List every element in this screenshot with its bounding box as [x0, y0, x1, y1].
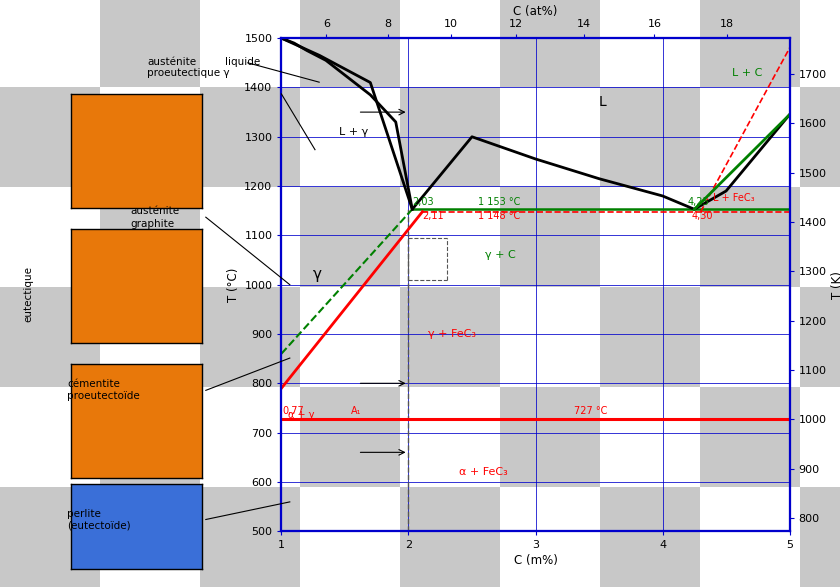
Bar	[200, 487, 300, 587]
Bar	[100, 87, 200, 187]
Bar	[800, 387, 840, 487]
Bar	[300, 87, 400, 187]
Bar	[400, 0, 500, 87]
Bar	[300, 0, 400, 87]
Bar	[600, 0, 700, 87]
Bar	[200, 187, 300, 287]
X-axis label: C (at%): C (at%)	[513, 5, 558, 18]
Text: 727 °C: 727 °C	[574, 406, 607, 416]
Text: 1 148 °C: 1 148 °C	[478, 211, 521, 221]
Text: γ: γ	[313, 267, 323, 282]
Bar	[400, 487, 500, 587]
Bar	[500, 287, 600, 387]
Text: perlite: perlite	[67, 508, 101, 519]
Y-axis label: T (°C): T (°C)	[227, 268, 240, 302]
Text: liquide: liquide	[225, 56, 260, 67]
Bar	[800, 487, 840, 587]
Bar	[0, 0, 100, 87]
Text: proeutectique γ: proeutectique γ	[147, 68, 229, 79]
Bar	[600, 387, 700, 487]
Bar	[200, 387, 300, 487]
Bar	[300, 287, 400, 387]
Text: L: L	[599, 95, 606, 109]
Bar	[300, 387, 400, 487]
Bar	[400, 287, 500, 387]
Text: 4,25: 4,25	[688, 197, 710, 207]
Bar	[800, 187, 840, 287]
Bar	[200, 0, 300, 87]
Text: L + FeC₃: L + FeC₃	[713, 193, 755, 204]
Text: α + γ: α + γ	[288, 410, 314, 420]
Text: L + γ: L + γ	[339, 127, 368, 137]
Bar	[700, 0, 800, 87]
Bar	[700, 87, 800, 187]
Bar	[0, 287, 100, 387]
Bar	[500, 187, 600, 287]
Text: γ + FeC₃: γ + FeC₃	[428, 329, 475, 339]
Bar	[700, 487, 800, 587]
Bar	[200, 87, 300, 187]
Bar	[700, 287, 800, 387]
Text: austénite: austénite	[147, 56, 196, 67]
Bar	[0, 487, 100, 587]
Text: 0,77: 0,77	[283, 406, 304, 416]
Text: eutectique: eutectique	[24, 265, 34, 322]
Text: L + C: L + C	[732, 68, 763, 77]
Bar	[700, 387, 800, 487]
Text: 1 153 °C: 1 153 °C	[478, 197, 521, 207]
Text: 2,03: 2,03	[412, 197, 434, 207]
Bar	[500, 487, 600, 587]
Bar	[100, 287, 200, 387]
Text: A₁: A₁	[351, 406, 362, 416]
Bar	[0, 87, 100, 187]
Bar	[400, 387, 500, 487]
Text: 4,30: 4,30	[692, 211, 713, 221]
Text: proeutectoïde: proeutectoïde	[67, 391, 140, 402]
Bar	[400, 187, 500, 287]
Bar	[800, 87, 840, 187]
Text: cémentite: cémentite	[67, 379, 120, 390]
Bar	[100, 487, 200, 587]
Bar	[500, 387, 600, 487]
Bar	[600, 187, 700, 287]
Bar	[500, 87, 600, 187]
X-axis label: C (m%): C (m%)	[513, 555, 558, 568]
Bar	[100, 187, 200, 287]
Bar	[700, 187, 800, 287]
Text: (eutectoïde): (eutectoïde)	[67, 520, 131, 531]
Bar	[300, 487, 400, 587]
Bar	[600, 487, 700, 587]
Bar	[100, 387, 200, 487]
Bar	[100, 0, 200, 87]
Text: graphite: graphite	[130, 219, 175, 230]
Bar	[0, 187, 100, 287]
Bar	[600, 287, 700, 387]
Bar	[200, 287, 300, 387]
Bar	[400, 87, 500, 187]
Text: α + FeC₃: α + FeC₃	[459, 467, 508, 477]
Text: γ + C: γ + C	[485, 250, 516, 260]
Bar	[0, 387, 100, 487]
Y-axis label: T (K): T (K)	[831, 271, 840, 299]
Bar	[800, 287, 840, 387]
Text: 2,11: 2,11	[423, 211, 444, 221]
Bar	[300, 187, 400, 287]
Bar	[800, 0, 840, 87]
Bar	[600, 87, 700, 187]
Bar	[500, 0, 600, 87]
Text: austénite: austénite	[130, 206, 179, 217]
